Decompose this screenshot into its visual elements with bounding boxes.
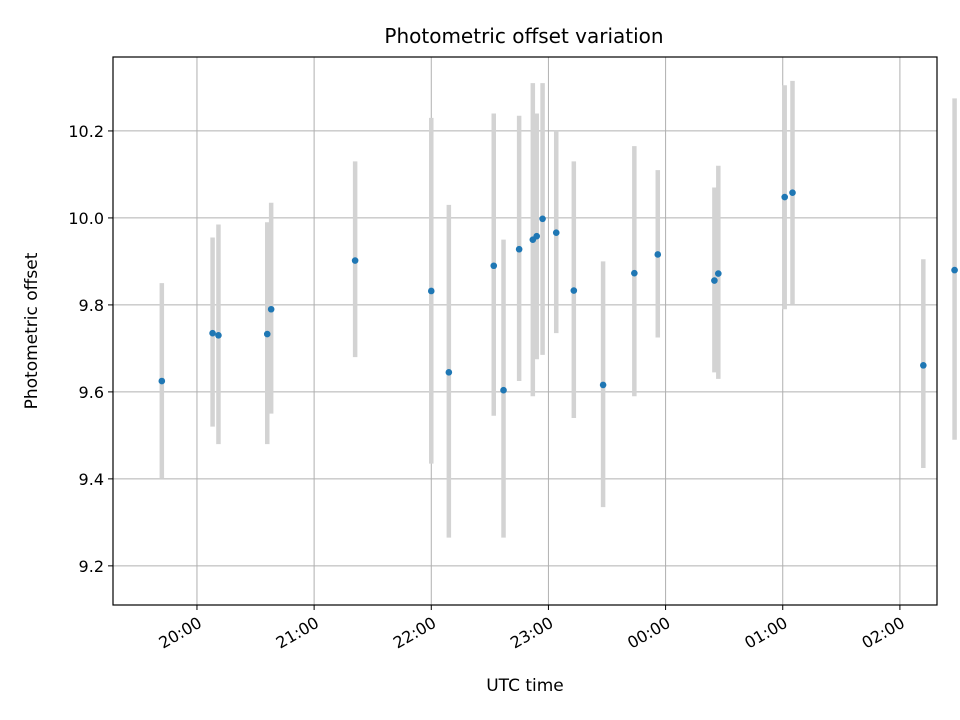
y-tick-label: 9.4 bbox=[79, 470, 104, 489]
data-point bbox=[427, 287, 435, 295]
y-tick-label: 10.2 bbox=[68, 122, 104, 141]
data-point bbox=[711, 277, 718, 284]
data-point bbox=[158, 377, 166, 385]
y-tick-label: 9.2 bbox=[79, 557, 104, 576]
data-point bbox=[599, 381, 607, 389]
data-point bbox=[500, 386, 507, 394]
data-point bbox=[654, 251, 662, 258]
data-point bbox=[351, 257, 359, 264]
data-point bbox=[715, 270, 722, 277]
plot-frame bbox=[112, 56, 938, 606]
data-point bbox=[263, 330, 271, 338]
data-point bbox=[267, 305, 275, 313]
data-point bbox=[515, 245, 523, 253]
chart-title: Photometric offset variation bbox=[384, 24, 663, 48]
y-tick-label: 9.8 bbox=[79, 296, 104, 315]
data-point bbox=[631, 269, 638, 277]
y-tick-label: 9.6 bbox=[79, 383, 104, 402]
data-point bbox=[209, 329, 216, 337]
y-axis-title: Photometric offset bbox=[22, 252, 42, 409]
data-point bbox=[920, 362, 927, 369]
data-point bbox=[781, 193, 788, 201]
data-point bbox=[533, 232, 541, 240]
data-point bbox=[445, 369, 453, 376]
data-points bbox=[158, 189, 958, 394]
data-point bbox=[951, 266, 958, 274]
data-point bbox=[552, 229, 560, 237]
y-tick-label: 10.0 bbox=[68, 209, 104, 228]
data-point bbox=[789, 189, 796, 196]
data-point bbox=[490, 262, 498, 270]
data-point bbox=[570, 287, 578, 294]
data-point bbox=[539, 215, 546, 223]
x-axis-title: UTC time bbox=[486, 676, 564, 696]
y-axis-ticks: 9.2 9.4 9.6 9.8 10.0 10.2 bbox=[68, 122, 113, 576]
data-point bbox=[215, 332, 222, 339]
